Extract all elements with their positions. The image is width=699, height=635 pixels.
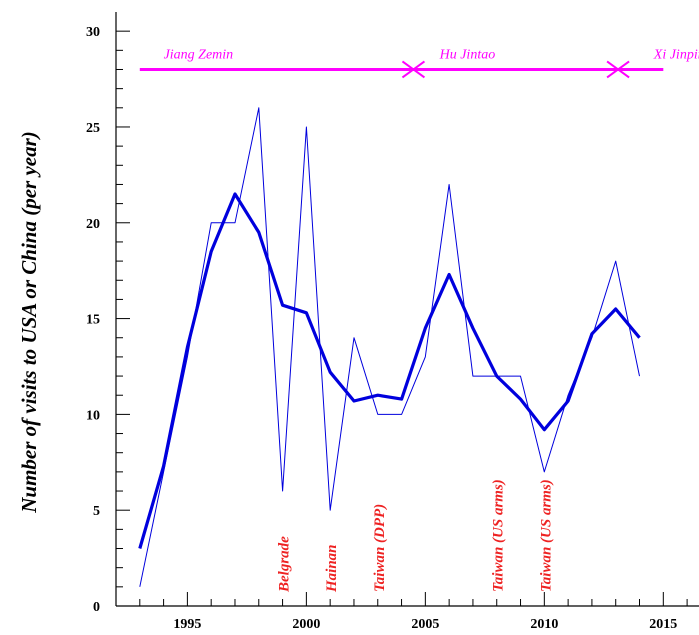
annotation-1: Hainan	[324, 544, 340, 593]
y-tick-label-20: 20	[86, 217, 100, 232]
data-series	[138, 107, 641, 587]
era-timeline: Jiang Zemin Hu Jintao Xi Jinping	[139, 47, 699, 79]
y-axis-label: Number of visits to USA or China (per ye…	[17, 131, 41, 514]
annotation-0: Belgrade	[277, 536, 293, 593]
y-tick-label-0: 0	[93, 600, 100, 615]
y-tick-label-25: 25	[86, 121, 100, 136]
x-tick-label-2005: 2005	[411, 617, 439, 632]
y-tick-label-5: 5	[93, 504, 100, 519]
era-marker-0	[401, 60, 426, 79]
x-tick-label-2010: 2010	[530, 617, 558, 632]
x-tick-label-2015: 2015	[649, 617, 677, 632]
annotation-2: Taiwan (DPP)	[372, 504, 388, 592]
era-label-2: Xi Jinping	[653, 47, 699, 62]
era-marker-1	[606, 60, 630, 79]
y-tick-label-30: 30	[86, 25, 100, 40]
x-tick-label-1995: 1995	[173, 617, 201, 632]
era-label-1: Hu Jintao	[439, 47, 496, 62]
annotation-3: Taiwan (US arms)	[491, 479, 507, 592]
y-tick-label-10: 10	[86, 408, 100, 423]
x-tick-label-2000: 2000	[292, 617, 320, 632]
era-label-0: Jiang Zemin	[164, 47, 234, 62]
plot-axes: 0 5 10 15 20 25 30 1995 2000 2005 2010 2015	[86, 12, 699, 632]
event-annotations: Belgrade Hainan Taiwan (DPP) Taiwan (US arm…	[277, 479, 555, 593]
series-line-thin	[139, 107, 640, 587]
annotation-4: Taiwan (US arms)	[538, 479, 554, 592]
series-line-smoothed	[138, 192, 641, 549]
y-tick-label-15: 15	[86, 313, 100, 328]
